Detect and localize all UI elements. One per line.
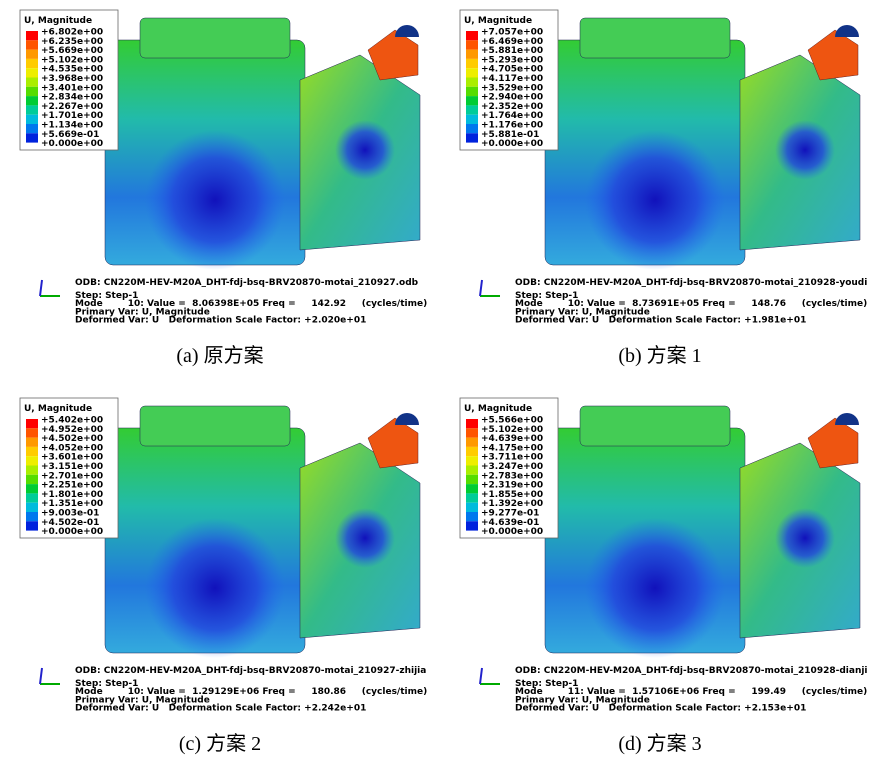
color-band [26, 503, 38, 512]
fea-model [545, 18, 860, 270]
color-band [26, 50, 38, 59]
info-odb: ODB: CN220M-HEV-M20A_DHT-fdj-bsq-BRV2087… [75, 666, 426, 676]
info-deformed: Deformed Var: U Deformation Scale Factor… [515, 316, 806, 326]
triad-icon [835, 413, 859, 425]
triad-icon [395, 413, 419, 425]
engine-head [580, 406, 730, 446]
info-odb: ODB: CN220M-HEV-M20A_DHT-fdj-bsq-BRV2087… [75, 278, 419, 288]
color-band [26, 124, 38, 133]
triad-axis [480, 280, 482, 296]
color-band [26, 447, 38, 456]
figure: U, Magnitude+6.802e+00+6.235e+00+5.669e+… [0, 0, 881, 760]
color-band [466, 87, 478, 96]
color-band [26, 419, 38, 428]
caption: (c) 方案 2 [179, 732, 261, 755]
legend-title: U, Magnitude [464, 16, 532, 26]
color-band [466, 115, 478, 124]
low-disp-zone [335, 508, 395, 568]
legend-title: U, Magnitude [24, 16, 92, 26]
color-band [26, 115, 38, 124]
low-disp-zone [335, 120, 395, 180]
color-band [466, 521, 478, 530]
legend-label: +0.000e+00 [41, 527, 103, 537]
color-band [26, 456, 38, 465]
color-band [466, 484, 478, 493]
color-band [466, 475, 478, 484]
triad-axis [480, 668, 482, 684]
color-band [466, 133, 478, 142]
low-disp-zone [775, 120, 835, 180]
color-band [26, 466, 38, 475]
info-odb: ODB: CN220M-HEV-M20A_DHT-fdj-bsq-BRV2087… [515, 666, 868, 676]
triad-axis [40, 280, 42, 296]
color-band [466, 68, 478, 77]
low-disp-zone [775, 508, 835, 568]
triad-icon [835, 25, 859, 37]
color-band [26, 68, 38, 77]
color-band [26, 78, 38, 87]
low-disp-zone [145, 518, 285, 658]
legend-title: U, Magnitude [24, 404, 92, 414]
color-band [26, 521, 38, 530]
color-band [26, 87, 38, 96]
color-band [466, 428, 478, 437]
panel: U, Magnitude+5.566e+00+5.102e+00+4.639e+… [460, 398, 868, 755]
color-band [466, 50, 478, 59]
color-band [466, 503, 478, 512]
info-odb: ODB: CN220M-HEV-M20A_DHT-fdj-bsq-BRV2087… [515, 278, 867, 288]
color-band [466, 59, 478, 68]
engine-head [140, 18, 290, 58]
caption: (b) 方案 1 [618, 344, 701, 367]
color-band [26, 59, 38, 68]
engine-head [140, 406, 290, 446]
legend-label: +0.000e+00 [481, 527, 543, 537]
color-band [466, 40, 478, 49]
color-band [26, 96, 38, 105]
color-band [466, 438, 478, 447]
color-band [26, 438, 38, 447]
color-band [26, 133, 38, 142]
color-band [466, 124, 478, 133]
color-band [26, 484, 38, 493]
color-band [466, 78, 478, 87]
color-band [26, 493, 38, 502]
fea-model [105, 18, 420, 270]
color-band [26, 475, 38, 484]
color-band [26, 40, 38, 49]
color-band [466, 96, 478, 105]
fea-model [105, 406, 420, 658]
color-band [26, 31, 38, 40]
fea-model [545, 406, 860, 658]
triad-axis [40, 668, 42, 684]
low-disp-zone [585, 518, 725, 658]
color-band [466, 31, 478, 40]
caption: (a) 原方案 [176, 344, 263, 367]
color-band [466, 456, 478, 465]
panel: U, Magnitude+6.802e+00+6.235e+00+5.669e+… [20, 10, 427, 367]
color-band [26, 105, 38, 114]
info-deformed: Deformed Var: U Deformation Scale Factor… [75, 704, 366, 714]
info-deformed: Deformed Var: U Deformation Scale Factor… [515, 704, 806, 714]
color-band [466, 447, 478, 456]
color-band [466, 512, 478, 521]
color-band [466, 466, 478, 475]
color-band [26, 428, 38, 437]
color-band [26, 512, 38, 521]
legend-title: U, Magnitude [464, 404, 532, 414]
info-deformed: Deformed Var: U Deformation Scale Factor… [75, 316, 366, 326]
color-band [466, 419, 478, 428]
color-band [466, 105, 478, 114]
color-band [466, 493, 478, 502]
engine-head [580, 18, 730, 58]
legend-label: +0.000e+00 [481, 139, 543, 149]
panel: U, Magnitude+7.057e+00+6.469e+00+5.881e+… [460, 10, 867, 367]
low-disp-zone [145, 130, 285, 270]
low-disp-zone [585, 130, 725, 270]
triad-icon [395, 25, 419, 37]
panel: U, Magnitude+5.402e+00+4.952e+00+4.502e+… [20, 398, 427, 755]
caption: (d) 方案 3 [618, 732, 701, 755]
legend-label: +0.000e+00 [41, 139, 103, 149]
